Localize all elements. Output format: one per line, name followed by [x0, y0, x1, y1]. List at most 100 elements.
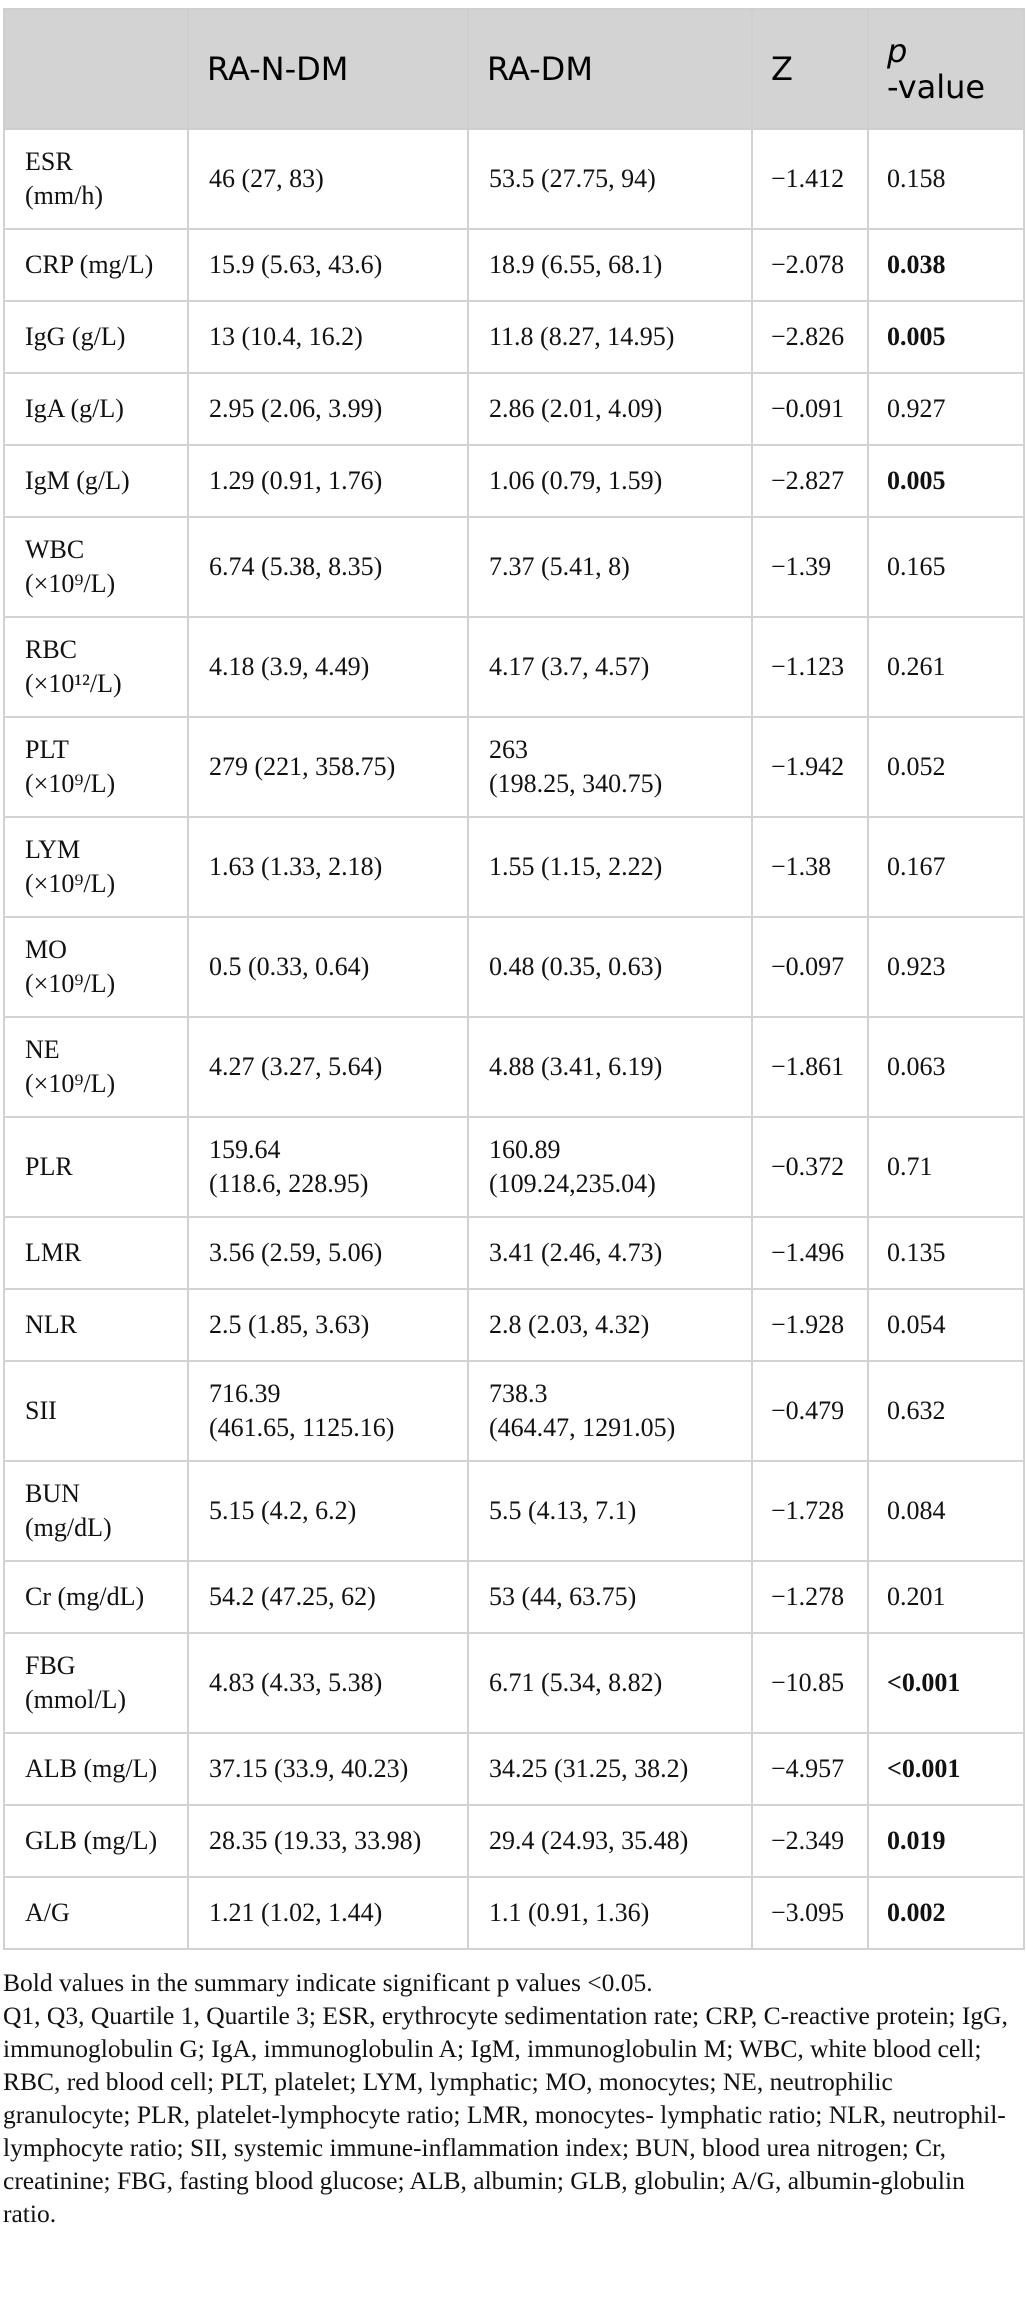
cell-variable-text: SII: [25, 1396, 57, 1425]
cell-variable-text: IgG (g/L): [25, 322, 126, 351]
cell-ra-n-dm: 46 (27, 83): [187, 128, 469, 230]
cell-z: −2.349: [751, 1804, 869, 1878]
cell-ra-dm-text: 5.5 (4.13, 7.1): [489, 1496, 637, 1525]
cell-z: −2.826: [751, 300, 869, 374]
cell-z-text: −1.728: [771, 1496, 845, 1525]
cell-p-value-text: 0.167: [887, 852, 946, 881]
cell-z: −1.38: [751, 816, 869, 918]
cell-p-value-text: 0.165: [887, 552, 946, 581]
cell-ra-n-dm-text: 54.2 (47.25, 62): [209, 1582, 376, 1611]
cell-ra-dm: 2.86 (2.01, 4.09): [467, 372, 753, 446]
cell-p-value: 0.167: [867, 816, 1025, 918]
cell-variable-text: LMR: [25, 1238, 82, 1267]
cell-p-value-text: 0.201: [887, 1582, 946, 1611]
cell-variable: PLR: [3, 1116, 189, 1218]
cell-variable-text: MO (×10⁹/L): [25, 935, 116, 998]
cell-ra-n-dm-text: 4.27 (3.27, 5.64): [209, 1052, 383, 1081]
cell-ra-n-dm: 1.63 (1.33, 2.18): [187, 816, 469, 918]
cell-variable: FBG (mmol/L): [3, 1632, 189, 1734]
cell-p-value-text: 0.002: [887, 1898, 946, 1927]
cell-p-value: 0.135: [867, 1216, 1025, 1290]
cell-ra-dm: 11.8 (8.27, 14.95): [467, 300, 753, 374]
cell-z: −4.957: [751, 1732, 869, 1806]
cell-ra-n-dm-text: 37.15 (33.9, 40.23): [209, 1754, 409, 1783]
cell-z: −1.728: [751, 1460, 869, 1562]
cell-z: −1.861: [751, 1016, 869, 1118]
cell-variable: PLT (×10⁹/L): [3, 716, 189, 818]
cell-ra-dm-text: 4.17 (3.7, 4.57): [489, 652, 650, 681]
cell-ra-n-dm-text: 28.35 (19.33, 33.98): [209, 1826, 422, 1855]
cell-ra-n-dm-text: 4.83 (4.33, 5.38): [209, 1668, 383, 1697]
cell-variable: IgA (g/L): [3, 372, 189, 446]
cell-ra-dm-text: 1.06 (0.79, 1.59): [489, 466, 663, 495]
cell-ra-n-dm: 5.15 (4.2, 6.2): [187, 1460, 469, 1562]
cell-z-text: −0.091: [771, 394, 845, 423]
cell-variable: GLB (mg/L): [3, 1804, 189, 1878]
cell-ra-dm-text: 18.9 (6.55, 68.1): [489, 250, 663, 279]
cell-z-text: −1.123: [771, 652, 845, 681]
cell-ra-n-dm-text: 1.21 (1.02, 1.44): [209, 1898, 383, 1927]
cell-ra-dm: 4.88 (3.41, 6.19): [467, 1016, 753, 1118]
cell-p-value: 0.201: [867, 1560, 1025, 1634]
cell-z: −1.412: [751, 128, 869, 230]
cell-variable: WBC (×10⁹/L): [3, 516, 189, 618]
cell-variable: Cr (mg/dL): [3, 1560, 189, 1634]
cell-z-text: −10.85: [771, 1668, 845, 1697]
cell-variable: A/G: [3, 1876, 189, 1950]
cell-variable: ALB (mg/L): [3, 1732, 189, 1806]
cell-ra-n-dm-text: 5.15 (4.2, 6.2): [209, 1496, 357, 1525]
cell-p-value: 0.158: [867, 128, 1025, 230]
table-row: WBC (×10⁹/L) 6.74 (5.38, 8.35) 7.37 (5.41, …: [3, 516, 1025, 618]
table-row: GLB (mg/L) 28.35 (19.33, 33.98) 29.4 (24.9…: [3, 1804, 1025, 1878]
cell-ra-n-dm: 2.5 (1.85, 3.63): [187, 1288, 469, 1362]
cell-variable: IgM (g/L): [3, 444, 189, 518]
cell-ra-n-dm-text: 1.29 (0.91, 1.76): [209, 466, 383, 495]
cell-ra-n-dm-text: 13 (10.4, 16.2): [209, 322, 363, 351]
cell-ra-n-dm: 279 (221, 358.75): [187, 716, 469, 818]
cell-variable-text: RBC (×10¹²/L): [25, 635, 122, 698]
cell-ra-dm-text: 738.3 (464.47, 1291.05): [489, 1379, 676, 1442]
cell-ra-n-dm: 159.64 (118.6, 228.95): [187, 1116, 469, 1218]
cell-z-text: −1.942: [771, 752, 845, 781]
cell-z-text: −3.095: [771, 1898, 845, 1927]
table-row: NE (×10⁹/L) 4.27 (3.27, 5.64) 4.88 (3.41, 6…: [3, 1016, 1025, 1118]
cell-z-text: −1.861: [771, 1052, 845, 1081]
cell-ra-n-dm: 6.74 (5.38, 8.35): [187, 516, 469, 618]
table-row: Cr (mg/dL) 54.2 (47.25, 62) 53 (44, 63.75)…: [3, 1560, 1025, 1634]
cell-ra-dm-text: 34.25 (31.25, 38.2): [489, 1754, 689, 1783]
cell-p-value: 0.084: [867, 1460, 1025, 1562]
cell-ra-n-dm: 54.2 (47.25, 62): [187, 1560, 469, 1634]
cell-z: −3.095: [751, 1876, 869, 1950]
table-row: CRP (mg/L) 15.9 (5.63, 43.6) 18.9 (6.55, 6…: [3, 228, 1025, 302]
cell-p-value-text: 0.261: [887, 652, 946, 681]
cell-ra-n-dm: 4.18 (3.9, 4.49): [187, 616, 469, 718]
cell-variable-text: BUN (mg/dL): [25, 1479, 112, 1542]
cell-p-value: 0.052: [867, 716, 1025, 818]
cell-z: −1.39: [751, 516, 869, 618]
table-row: A/G 1.21 (1.02, 1.44) 1.1 (0.91, 1.36) −3.0…: [3, 1876, 1025, 1950]
cell-ra-dm: 6.71 (5.34, 8.82): [467, 1632, 753, 1734]
table-row: LYM (×10⁹/L) 1.63 (1.33, 2.18) 1.55 (1.15, …: [3, 816, 1025, 918]
cell-variable-text: PLT (×10⁹/L): [25, 735, 116, 798]
cell-p-value-text: 0.135: [887, 1238, 946, 1267]
table-row: IgA (g/L) 2.95 (2.06, 3.99) 2.86 (2.01, 4.…: [3, 372, 1025, 446]
cell-ra-n-dm-text: 3.56 (2.59, 5.06): [209, 1238, 383, 1267]
cell-p-value: 0.054: [867, 1288, 1025, 1362]
cell-ra-dm-text: 4.88 (3.41, 6.19): [489, 1052, 663, 1081]
cell-p-value-text: 0.019: [887, 1826, 946, 1855]
cell-p-value-text: 0.927: [887, 394, 946, 423]
header-variable: [3, 8, 189, 130]
cell-ra-n-dm-text: 159.64 (118.6, 228.95): [209, 1135, 369, 1198]
table-row: IgG (g/L) 13 (10.4, 16.2) 11.8 (8.27, 14.9…: [3, 300, 1025, 374]
header-ra-n-dm: RA-N-DM: [187, 8, 469, 130]
cell-variable: ESR (mm/h): [3, 128, 189, 230]
cell-variable-text: LYM (×10⁹/L): [25, 835, 116, 898]
cell-z-text: −1.412: [771, 164, 845, 193]
cell-ra-dm: 2.8 (2.03, 4.32): [467, 1288, 753, 1362]
cell-variable: IgG (g/L): [3, 300, 189, 374]
cell-p-value-text: 0.005: [887, 466, 946, 495]
table-row: NLR 2.5 (1.85, 3.63) 2.8 (2.03, 4.32) −1.92…: [3, 1288, 1025, 1362]
cell-p-value: <0.001: [867, 1732, 1025, 1806]
cell-variable: LMR: [3, 1216, 189, 1290]
table-row: SII 716.39 (461.65, 1125.16) 738.3 (464.47, …: [3, 1360, 1025, 1462]
